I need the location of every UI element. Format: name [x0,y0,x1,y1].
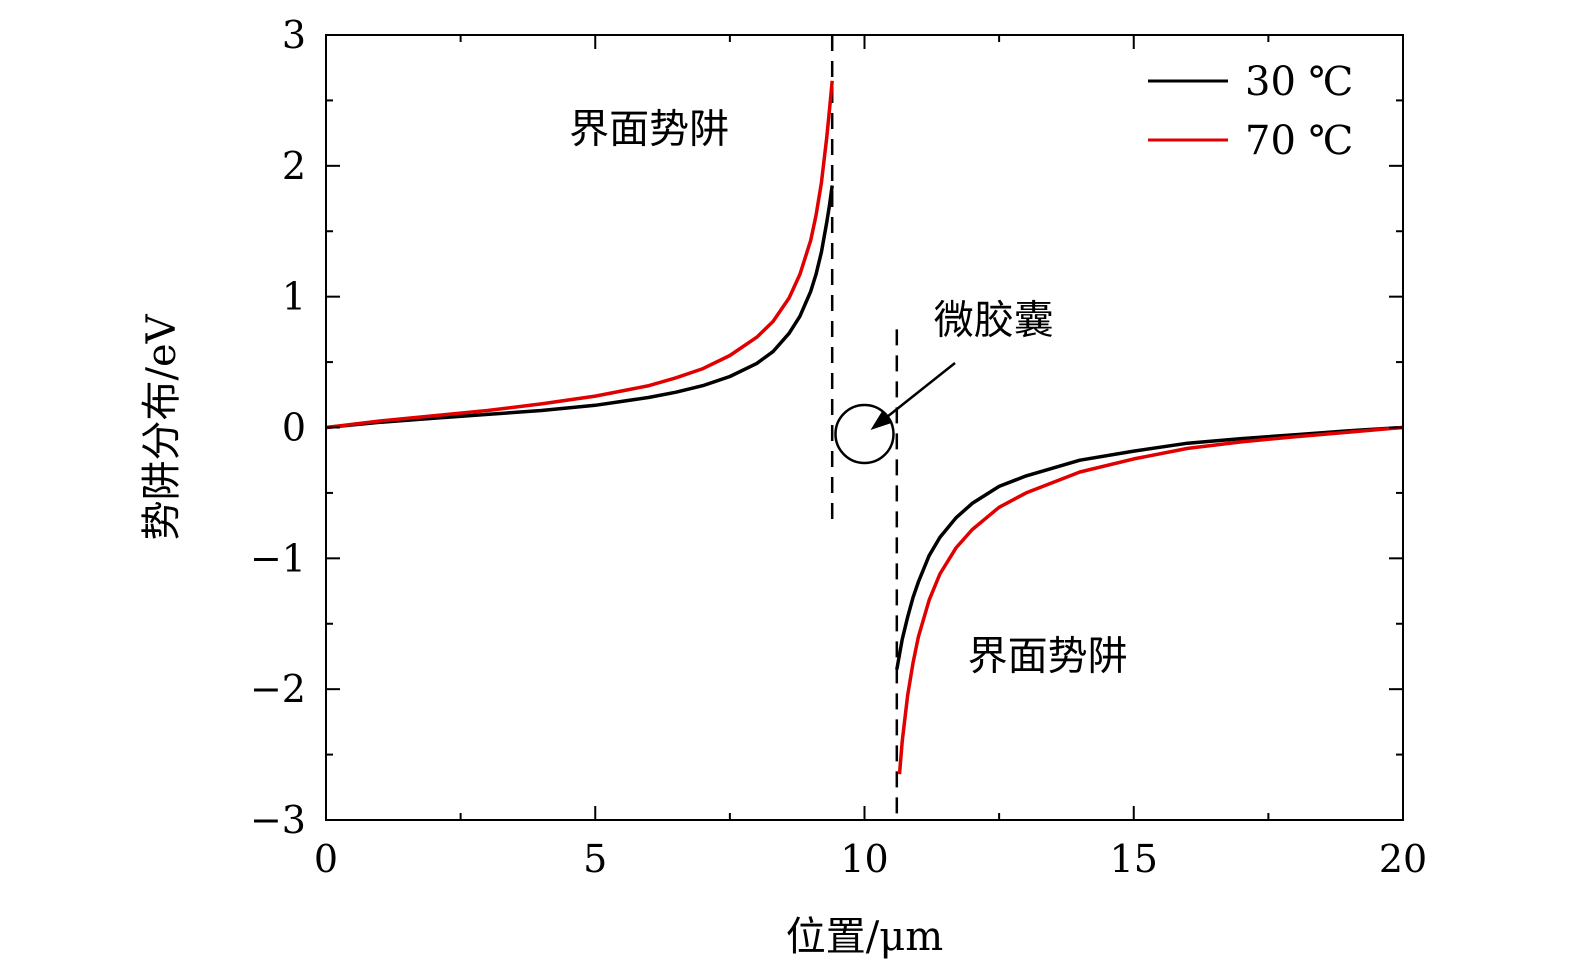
y-tick-label: 0 [282,406,306,450]
series-line-1-left [325,80,834,430]
x-tick-label: 5 [583,837,607,881]
annotation-interface-well-left: 界面势阱 [569,106,729,152]
x-tick-label: 10 [840,837,888,881]
y-tick-label: −2 [250,667,306,711]
legend-label-70c: 70 ℃ [1245,118,1353,164]
annotation-interface-well-right: 界面势阱 [968,634,1128,680]
microcapsule-arrowhead [870,410,893,431]
microcapsule-arrow [886,362,956,418]
y-tick-label: 3 [282,13,306,57]
series-line-0-right [895,425,1404,670]
plot-frame [325,34,1404,821]
series-line-1-right [897,425,1404,775]
interface-boundaries [830,35,899,820]
x-tick-label: 20 [1379,837,1427,881]
y-tick-label: 2 [282,144,306,188]
x-axis-title: 位置/μm [786,914,943,960]
microcapsule-circle [834,403,895,465]
annotations: 界面势阱 界面势阱 微胶囊 [569,106,1127,679]
y-tick-label: −1 [250,536,306,580]
y-tick-label: 1 [282,275,306,319]
axes: 0 5 10 15 20 −3 −2 −1 0 1 2 3 [250,13,1427,881]
y-axis-title: 势阱分布/eV [139,313,185,540]
legend: 30 ℃ 70 ℃ [1148,59,1353,164]
x-tick-label: 0 [314,837,338,881]
series-curves [325,80,1404,775]
x-tick-label: 15 [1110,837,1158,881]
y-tick-label: −3 [250,798,306,842]
annotation-microcapsule: 微胶囊 [934,297,1054,343]
legend-label-30c: 30 ℃ [1245,59,1353,105]
series-line-0-left [325,185,834,430]
